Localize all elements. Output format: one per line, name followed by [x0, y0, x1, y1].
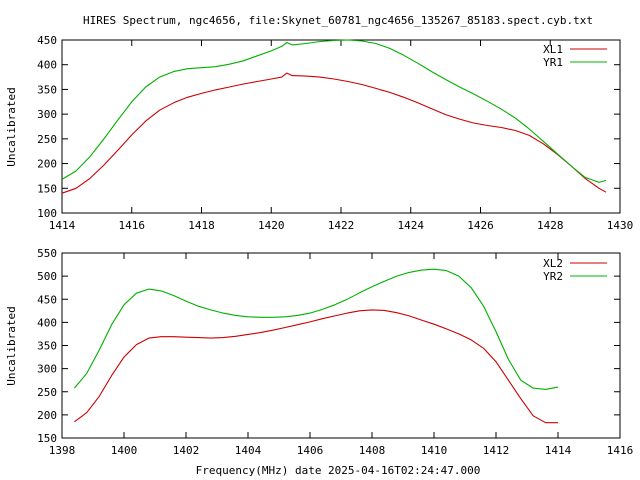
series-line-yr1: [61, 39, 607, 183]
y-tick-label: 500: [37, 270, 57, 283]
y-tick-label: 300: [37, 108, 57, 121]
x-tick-label: 1404: [235, 444, 262, 457]
y-tick-label: 350: [37, 83, 57, 96]
x-tick-label: 1424: [398, 219, 425, 232]
bottom-legend: XL2 YR2: [543, 257, 607, 283]
x-tick-label: 1422: [328, 219, 355, 232]
legend-label-xl1: XL1: [543, 43, 563, 56]
x-tick-label: 1416: [607, 444, 634, 457]
x-tick-label: 1416: [119, 219, 146, 232]
bottom-series-layer: [73, 268, 559, 424]
y-tick-label: 250: [37, 133, 57, 146]
x-tick-label: 1412: [483, 444, 510, 457]
y-tick-label: 400: [37, 316, 57, 329]
y-tick-label: 450: [37, 293, 57, 306]
x-tick-label: 1426: [467, 219, 494, 232]
x-tick-label: 1406: [297, 444, 324, 457]
x-tick-label: 1428: [537, 219, 564, 232]
x-tick-label: 1420: [258, 219, 285, 232]
x-tick-label: 1414: [545, 444, 572, 457]
x-tick-label: 1398: [49, 444, 76, 457]
x-tick-label: 1414: [49, 219, 76, 232]
top-series-layer: [61, 39, 607, 194]
bottom-panel: 1398 1400 1402 1404 1406 1408 1410 1412 1414 1416…: [5, 247, 633, 457]
x-axis-label: Frequency(MHz) date 2025-04-16T02:24:47.…: [196, 464, 481, 477]
y-tick-label: 100: [37, 207, 57, 220]
legend-label-yr2: YR2: [543, 270, 563, 283]
figure-title: HIRES Spectrum, ngc4656, file:Skynet_607…: [83, 14, 593, 27]
legend-label-xl2: XL2: [543, 257, 563, 270]
x-tick-label: 1430: [607, 219, 634, 232]
y-tick-label: 150: [37, 432, 57, 445]
bottom-axis-ticks: 1398 1400 1402 1404 1406 1408 1410 1412 1414 1416…: [37, 247, 633, 457]
series-line-yr2: [73, 268, 559, 390]
y-tick-label: 300: [37, 363, 57, 376]
y-tick-label: 450: [37, 34, 57, 47]
bottom-plot-frame: [61, 252, 621, 439]
series-line-xl2: [74, 309, 558, 424]
y-tick-label: 200: [37, 158, 57, 171]
legend-label-yr1: YR1: [543, 56, 563, 69]
top-plot-frame: [61, 39, 621, 214]
x-tick-label: 1400: [111, 444, 138, 457]
x-tick-label: 1418: [188, 219, 215, 232]
x-tick-label: 1410: [421, 444, 448, 457]
top-axis-ticks: 1414 1416 1418 1420 1422 1424 1426 1428 1430 100 1…: [37, 34, 633, 232]
y-tick-label: 400: [37, 59, 57, 72]
y-tick-label: 150: [37, 182, 57, 195]
x-tick-label: 1408: [359, 444, 386, 457]
y-tick-label: 350: [37, 340, 57, 353]
top-legend: XL1 YR1: [543, 43, 607, 69]
x-tick-label: 1402: [173, 444, 200, 457]
y-tick-label: 200: [37, 409, 57, 422]
y-tick-label: 550: [37, 247, 57, 260]
y-tick-label: 250: [37, 386, 57, 399]
series-line-xl1: [61, 72, 607, 194]
top-y-axis-label: Uncalibrated: [5, 87, 18, 166]
bottom-y-axis-label: Uncalibrated: [5, 306, 18, 385]
top-panel: 1414 1416 1418 1420 1422 1424 1426 1428 1430 100 1…: [5, 34, 633, 232]
